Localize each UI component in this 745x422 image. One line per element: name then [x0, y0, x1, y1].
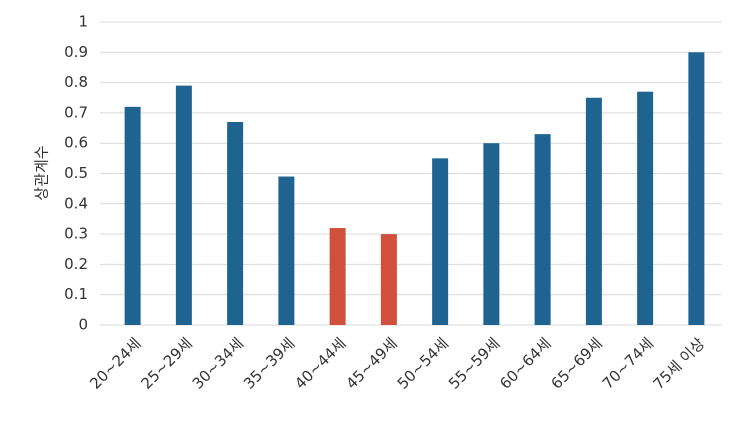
x-tick-label: 50~54세	[394, 334, 452, 392]
x-tick-label: 65~69세	[548, 334, 606, 392]
bar	[175, 85, 192, 325]
x-tick-label: 30~34세	[189, 334, 247, 392]
y-tick-label: 0.8	[64, 73, 88, 91]
bar	[124, 106, 141, 325]
bar	[432, 158, 449, 325]
x-tick-label: 20~24세	[86, 334, 144, 392]
x-tick-label: 70~74세	[599, 334, 657, 392]
y-axis-label: 상관계수	[33, 145, 51, 200]
y-tick-label: 0.1	[64, 285, 88, 303]
x-tick-label: 45~49세	[343, 334, 401, 392]
y-tick-label: 0.3	[64, 225, 88, 243]
x-tick-label: 35~39세	[240, 334, 298, 392]
x-tick-label: 60~64세	[496, 334, 554, 392]
bar	[534, 134, 551, 325]
bar	[380, 234, 397, 325]
x-tick-label: 40~44세	[291, 334, 349, 392]
bar	[227, 121, 244, 326]
bar	[278, 176, 295, 325]
x-tick-label: 25~29세	[138, 334, 196, 392]
x-tick-label: 55~59세	[445, 334, 503, 392]
y-tick-label: 0.2	[64, 255, 88, 273]
x-tick-label: 75세 이상	[650, 334, 709, 393]
bar	[585, 97, 602, 325]
bar	[329, 228, 346, 325]
y-tick-label: 0.7	[64, 103, 88, 121]
bar	[688, 52, 705, 326]
bar	[637, 91, 654, 325]
y-tick-label: 0.4	[64, 194, 88, 212]
y-tick-label: 0	[78, 316, 88, 334]
y-tick-label: 0.6	[64, 134, 88, 152]
y-tick-label: 0.5	[64, 164, 88, 182]
y-tick-label: 1	[78, 13, 88, 31]
y-tick-label: 0.9	[64, 43, 88, 61]
bar	[483, 143, 500, 325]
